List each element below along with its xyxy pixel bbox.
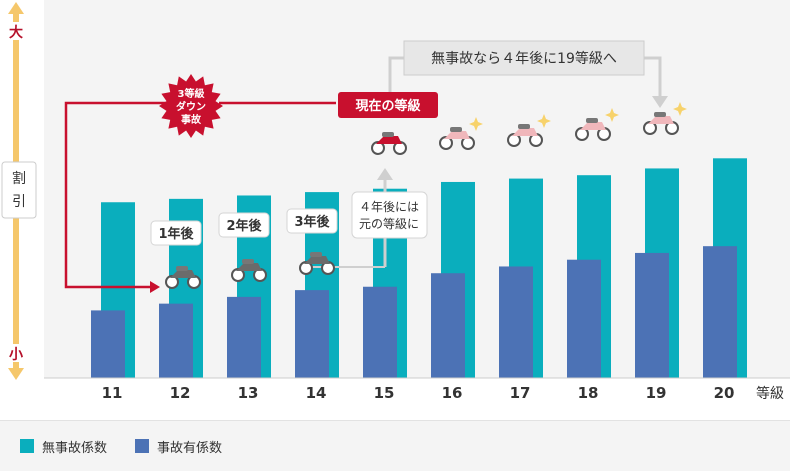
motorcycle-icon-grade-13	[231, 259, 267, 282]
bar-accident-11	[91, 310, 125, 378]
year-bubble-3: 3年後	[286, 208, 338, 234]
motorcycle-icon-faded-16	[439, 117, 483, 150]
motorcycle-icon-grade-12	[165, 266, 201, 289]
bar-accident-13	[227, 296, 261, 378]
x-tick-label-12: 12	[170, 384, 191, 402]
downgrade-path	[64, 101, 336, 293]
bar-accident-20	[703, 246, 737, 378]
x-tick-label-14: 14	[306, 384, 327, 402]
x-tick-label-18: 18	[578, 384, 599, 402]
motorcycle-icon-faded-16-sparkle-icon	[469, 117, 483, 131]
motorcycle-icon-faded-19	[643, 102, 687, 135]
x-tick-label-11: 11	[102, 384, 123, 402]
legend-item-no-accident: 無事故係数	[20, 437, 107, 456]
year-bubble-text-1: 1年後	[158, 226, 194, 242]
y-axis-label-2: 引	[12, 194, 26, 210]
bar-chart: 大 割 引 小 11 12 13 14 15 16 17 18 19 20 等級 無事故なら４年後…	[1, 0, 790, 402]
year-bubble-2: 2年後	[218, 212, 270, 238]
bar-accident-19	[635, 252, 669, 378]
restore-text-2: 元の等級に	[359, 217, 419, 231]
y-axis-arrowhead-up	[8, 2, 24, 14]
motorcycle-icon-current	[371, 132, 407, 155]
x-tick-label-19: 19	[646, 384, 667, 402]
y-axis-bottom-label: 小	[9, 347, 23, 363]
bar-accident-16	[431, 273, 465, 378]
year-bubble-1: 1年後	[150, 220, 202, 246]
legend: 無事故係数 事故有係数	[0, 420, 790, 471]
motorcycle-icon-faded-18	[575, 108, 619, 141]
bar-accident-18	[567, 259, 601, 378]
restore-callout: ４年後には 元の等級に	[351, 191, 428, 239]
legend-label-accident: 事故有係数	[157, 440, 223, 456]
goal-callout-text: 無事故なら４年後に19等級へ	[431, 50, 617, 67]
x-tick-label-17: 17	[510, 384, 531, 402]
x-tick-label-16: 16	[442, 384, 463, 402]
bar-accident-14	[295, 290, 329, 378]
goal-path	[388, 56, 668, 108]
legend-swatch-no-accident	[20, 439, 34, 453]
bar-accident-15	[363, 286, 397, 378]
y-axis-arrowhead-down	[8, 368, 24, 380]
legend-label-no-accident: 無事故係数	[42, 440, 108, 456]
motorcycle-icon-faded-18-sparkle-icon	[605, 108, 619, 122]
year-bubble-text-3: 3年後	[294, 214, 330, 230]
downgrade-starburst: 3等級 ダウン 事故	[159, 74, 223, 138]
x-tick-label-15: 15	[374, 384, 395, 402]
legend-swatch-accident	[135, 439, 150, 453]
legend-item-accident: 事故有係数	[135, 437, 222, 456]
goal-callout: 無事故なら４年後に19等級へ	[403, 40, 645, 76]
y-axis-top-label: 大	[9, 24, 23, 41]
downgrade-text-2: ダウン	[176, 100, 206, 113]
bar-accident-12	[159, 303, 193, 378]
year-bubble-text-2: 2年後	[226, 218, 262, 234]
downgrade-text-3: 事故	[181, 113, 202, 126]
bar-accident-17	[499, 266, 533, 378]
restore-text-1: ４年後には	[359, 200, 419, 214]
x-axis-unit: 等級	[756, 385, 784, 402]
current-grade-text: 現在の等級	[355, 98, 420, 114]
motorcycle-icon-grade-14	[299, 252, 335, 275]
motorcycle-icon-faded-17-sparkle-icon	[537, 114, 551, 128]
motorcycle-icon-faded-19-sparkle-icon	[673, 102, 687, 116]
y-axis-arrow: 大 割 引 小	[1, 2, 37, 380]
x-tick-label-20: 20	[714, 384, 735, 402]
x-tick-label-13: 13	[238, 384, 259, 402]
motorcycle-icon-faded-17	[507, 114, 551, 147]
y-axis-label-1: 割	[12, 170, 26, 187]
current-grade-badge: 現在の等級	[338, 92, 438, 118]
downgrade-text-1: 3等級	[178, 87, 205, 100]
